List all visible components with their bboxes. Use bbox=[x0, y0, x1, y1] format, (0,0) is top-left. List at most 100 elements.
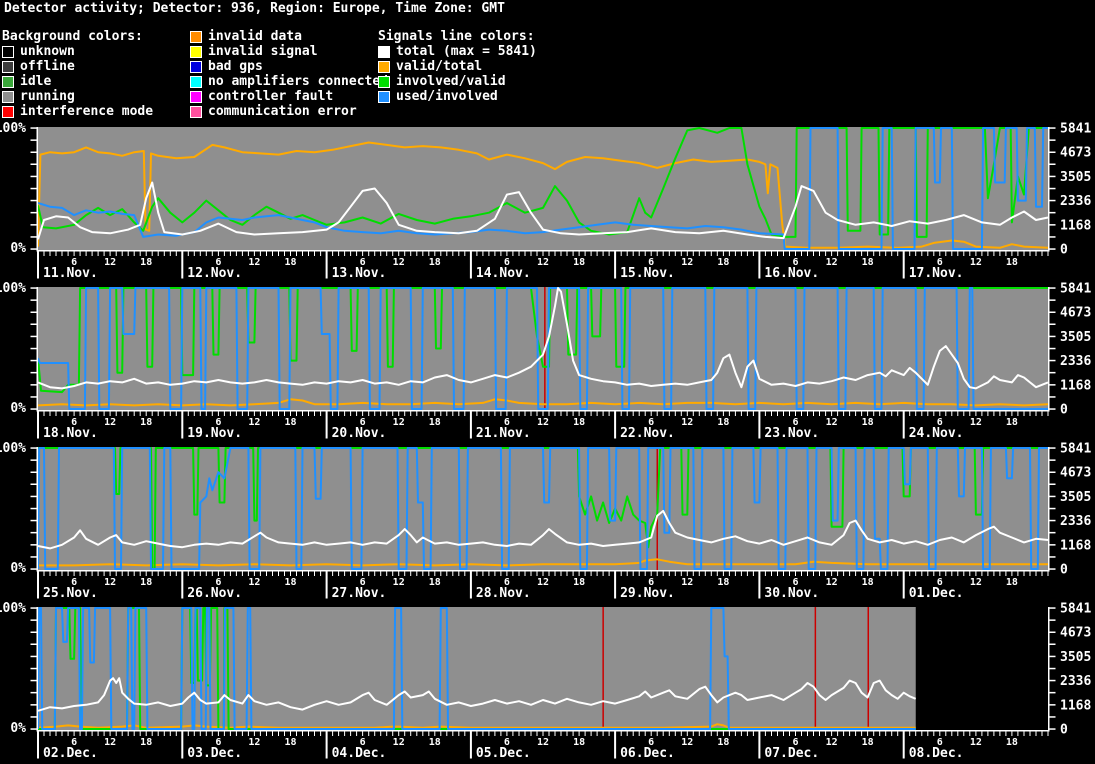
svg-text:100%: 100% bbox=[0, 121, 26, 136]
legend-item-running: running bbox=[2, 89, 153, 104]
svg-text:5841: 5841 bbox=[1060, 122, 1091, 137]
invalid-data-swatch-icon bbox=[190, 30, 202, 43]
svg-text:2336: 2336 bbox=[1060, 674, 1091, 689]
svg-text:4673: 4673 bbox=[1060, 306, 1091, 321]
svg-text:16.Nov.: 16.Nov. bbox=[764, 266, 819, 279]
svg-text:12: 12 bbox=[970, 577, 982, 588]
svg-text:0: 0 bbox=[1060, 563, 1068, 578]
svg-text:07.Dec.: 07.Dec. bbox=[764, 746, 819, 759]
svg-text:18: 18 bbox=[140, 577, 152, 588]
svg-text:14.Nov.: 14.Nov. bbox=[476, 266, 531, 279]
svg-text:18: 18 bbox=[573, 257, 585, 268]
svg-text:18: 18 bbox=[717, 577, 729, 588]
no-amplifiers-swatch-icon bbox=[190, 75, 202, 88]
svg-text:6: 6 bbox=[360, 577, 366, 588]
svg-text:18: 18 bbox=[140, 737, 152, 748]
svg-text:100%: 100% bbox=[0, 601, 26, 616]
legend-background-header: Background colors: bbox=[2, 29, 143, 44]
legend-item-idle: idle bbox=[2, 74, 153, 89]
svg-text:12: 12 bbox=[681, 737, 693, 748]
svg-text:2336: 2336 bbox=[1060, 514, 1091, 529]
svg-text:6: 6 bbox=[937, 257, 943, 268]
svg-text:29.Nov.: 29.Nov. bbox=[620, 586, 675, 599]
svg-text:6: 6 bbox=[937, 577, 943, 588]
svg-text:18: 18 bbox=[573, 577, 585, 588]
running-swatch-icon bbox=[2, 90, 14, 103]
svg-text:12: 12 bbox=[537, 577, 549, 588]
svg-text:0%: 0% bbox=[10, 561, 26, 576]
svg-text:11.Nov.: 11.Nov. bbox=[43, 266, 98, 279]
svg-text:18: 18 bbox=[862, 257, 874, 268]
svg-text:18: 18 bbox=[284, 737, 296, 748]
svg-text:6: 6 bbox=[71, 417, 77, 428]
svg-text:4673: 4673 bbox=[1060, 626, 1091, 641]
svg-text:12: 12 bbox=[104, 737, 116, 748]
svg-text:12: 12 bbox=[826, 737, 838, 748]
svg-text:18: 18 bbox=[429, 257, 441, 268]
svg-text:3505: 3505 bbox=[1060, 650, 1091, 665]
legend-item-interference-mode: interference mode bbox=[2, 104, 153, 119]
svg-text:20.Nov.: 20.Nov. bbox=[332, 426, 387, 439]
legend-item-unknown: unknown bbox=[2, 44, 153, 59]
legend-signal-colors: Signals line colors: total (max = 5841) … bbox=[378, 29, 537, 104]
controller-fault-swatch-icon bbox=[190, 90, 202, 103]
legend-item-used-involved: used/involved bbox=[378, 89, 537, 104]
svg-text:6: 6 bbox=[504, 417, 510, 428]
svg-text:6: 6 bbox=[215, 417, 221, 428]
svg-text:6: 6 bbox=[215, 257, 221, 268]
svg-text:12: 12 bbox=[826, 417, 838, 428]
svg-text:6: 6 bbox=[792, 257, 798, 268]
svg-text:18: 18 bbox=[573, 737, 585, 748]
svg-text:5841: 5841 bbox=[1060, 602, 1091, 617]
svg-text:0: 0 bbox=[1060, 243, 1068, 258]
legend-item-invalid-data: invalid data bbox=[190, 29, 388, 44]
svg-text:12: 12 bbox=[970, 737, 982, 748]
activity-strip-week4: 584146733505233611680100%0%02.Dec.612180… bbox=[0, 601, 1091, 759]
svg-text:0%: 0% bbox=[10, 721, 26, 736]
legend-item-bad-gps: bad gps bbox=[190, 59, 388, 74]
svg-text:24.Nov.: 24.Nov. bbox=[909, 426, 964, 439]
svg-text:6: 6 bbox=[648, 737, 654, 748]
invalid-signal-swatch-icon bbox=[190, 45, 202, 58]
interference-swatch-icon bbox=[2, 105, 14, 118]
svg-text:6: 6 bbox=[215, 737, 221, 748]
svg-text:12: 12 bbox=[248, 257, 260, 268]
svg-text:2336: 2336 bbox=[1060, 194, 1091, 209]
svg-text:6: 6 bbox=[360, 737, 366, 748]
svg-text:13.Nov.: 13.Nov. bbox=[332, 266, 387, 279]
svg-text:18: 18 bbox=[284, 577, 296, 588]
svg-text:25.Nov.: 25.Nov. bbox=[43, 586, 98, 599]
svg-text:08.Dec.: 08.Dec. bbox=[909, 746, 964, 759]
svg-text:02.Dec.: 02.Dec. bbox=[43, 746, 98, 759]
svg-text:1168: 1168 bbox=[1060, 698, 1091, 713]
svg-text:6: 6 bbox=[792, 417, 798, 428]
svg-text:6: 6 bbox=[937, 737, 943, 748]
svg-text:12: 12 bbox=[537, 417, 549, 428]
svg-text:6: 6 bbox=[648, 257, 654, 268]
svg-text:2336: 2336 bbox=[1060, 354, 1091, 369]
svg-text:6: 6 bbox=[792, 577, 798, 588]
svg-text:12: 12 bbox=[248, 417, 260, 428]
svg-text:12: 12 bbox=[681, 577, 693, 588]
legend-item-no-amplifiers: no amplifiers connected bbox=[190, 74, 388, 89]
valid-total-swatch-icon bbox=[378, 60, 390, 73]
idle-swatch-icon bbox=[2, 75, 14, 88]
svg-text:18: 18 bbox=[140, 417, 152, 428]
svg-text:17.Nov.: 17.Nov. bbox=[909, 266, 964, 279]
svg-text:100%: 100% bbox=[0, 281, 26, 296]
svg-text:15.Nov.: 15.Nov. bbox=[620, 266, 675, 279]
svg-text:18: 18 bbox=[140, 257, 152, 268]
svg-text:6: 6 bbox=[648, 417, 654, 428]
svg-text:6: 6 bbox=[648, 577, 654, 588]
svg-text:18: 18 bbox=[429, 577, 441, 588]
svg-text:28.Nov.: 28.Nov. bbox=[476, 586, 531, 599]
legend-signals-header: Signals line colors: bbox=[378, 29, 535, 44]
legend-item-offline: offline bbox=[2, 59, 153, 74]
svg-text:6: 6 bbox=[71, 737, 77, 748]
offline-swatch-icon bbox=[2, 60, 14, 73]
svg-text:6: 6 bbox=[360, 257, 366, 268]
used-involved-swatch-icon bbox=[378, 90, 390, 103]
svg-text:18: 18 bbox=[573, 417, 585, 428]
page-title: Detector activity; Detector: 936, Region… bbox=[4, 1, 505, 16]
svg-text:0: 0 bbox=[1060, 403, 1068, 418]
